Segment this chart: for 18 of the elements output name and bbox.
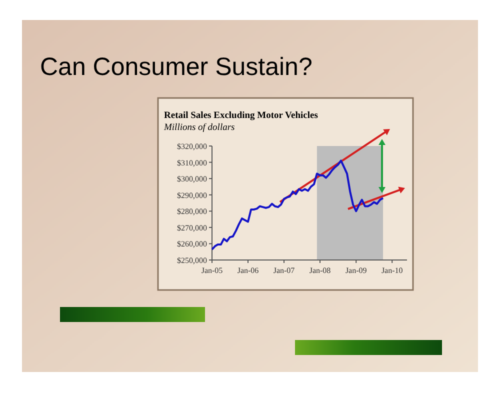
x-tick-label: Jan-06 [237, 266, 259, 275]
y-tick-label: $300,000 [177, 174, 207, 184]
y-tick-label: $280,000 [177, 207, 207, 216]
y-tick-label: $250,000 [177, 256, 207, 265]
x-tick-label: Jan-10 [381, 266, 403, 275]
y-tick-label: $320,000 [177, 142, 207, 151]
y-tick-label: $310,000 [177, 158, 207, 168]
text: Can Consumer Sustain? [40, 53, 312, 81]
y-tick-label: $270,000 [177, 223, 207, 232]
x-tick-label: Jan-08 [309, 266, 331, 275]
chart-subtitle: Millions of dollars [163, 123, 236, 133]
line-series [211, 160, 384, 250]
x-tick-label: Jan-07 [273, 266, 295, 275]
y-tick-label: $260,000 [177, 240, 207, 249]
chart-title: Retail Sales Excluding Motor Vehicles [164, 111, 318, 121]
y-tick-label: $290,000 [177, 190, 207, 200]
x-tick-label: Jan-05 [201, 266, 223, 275]
x-tick-label: Jan-09 [345, 266, 367, 275]
